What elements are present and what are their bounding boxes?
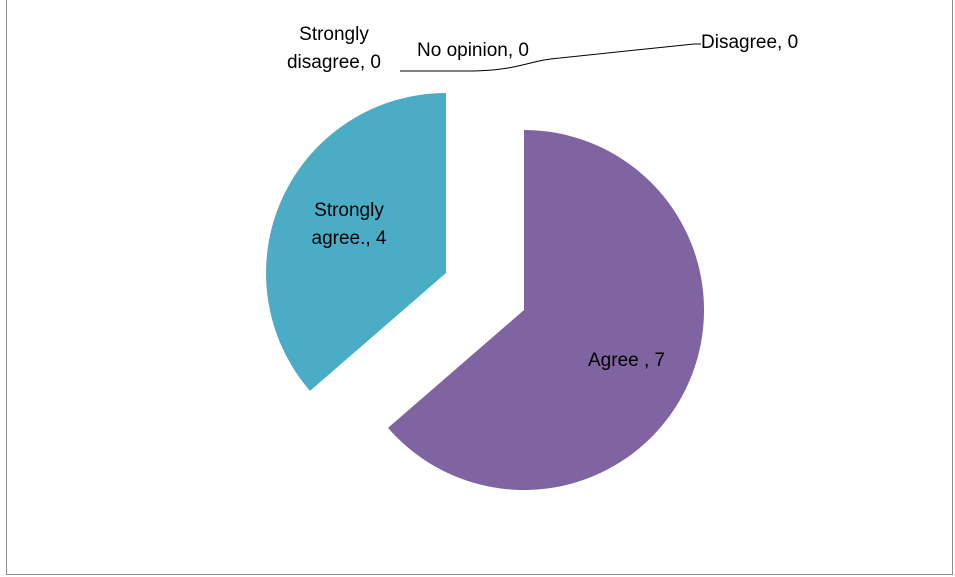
pie-slice-1 [388, 130, 705, 491]
data-label-3: No opinion, 0 [417, 40, 529, 61]
data-label-1: Agree , 7 [588, 350, 665, 371]
pie-slice-5 [266, 93, 446, 391]
leader-line-1 [400, 43, 701, 72]
data-label-5: Strongly agree., 4 [312, 200, 387, 249]
data-label-4: Strongly disagree, 0 [287, 24, 381, 73]
data-label-2: Disagree, 0 [701, 32, 798, 53]
